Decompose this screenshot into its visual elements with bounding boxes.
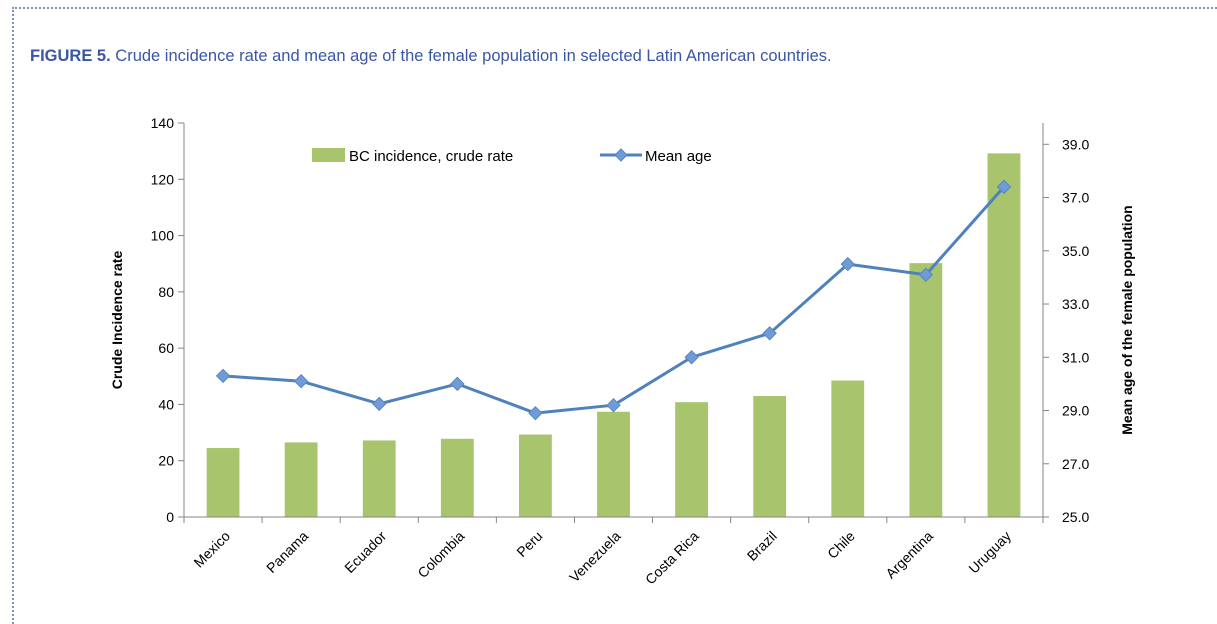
mean-age-point-costa-rica <box>684 350 699 365</box>
y2-tick-label: 25.0 <box>1062 509 1089 525</box>
x-tick-label: Peru <box>513 528 545 560</box>
x-tick-label: Brazil <box>744 528 780 564</box>
figure-label: FIGURE 5. <box>30 47 111 65</box>
y-tick-label: 100 <box>151 228 175 244</box>
bar-uruguay <box>987 153 1021 517</box>
x-tick-label: Chile <box>824 528 858 562</box>
mean-age-point-mexico <box>215 368 231 384</box>
y2-tick-label: 27.0 <box>1062 456 1089 472</box>
x-tick-label: Costa Rica <box>642 528 702 588</box>
x-tick-label: Ecuador <box>341 528 389 576</box>
legend-line-label: Mean age <box>645 148 712 165</box>
frame-left-border <box>12 7 14 624</box>
mean-age-point-peru <box>528 405 543 421</box>
mean-age-point-colombia <box>450 376 465 392</box>
bar-costa-rica <box>675 402 708 517</box>
y2-tick-label: 31.0 <box>1062 349 1089 365</box>
y2-tick-label: 29.0 <box>1062 403 1089 419</box>
bar-venezuela <box>597 411 630 517</box>
bar-argentina <box>909 263 943 517</box>
mean-age-point-ecuador <box>372 396 387 412</box>
y2-tick-label: 37.0 <box>1062 190 1089 206</box>
mean-age-point-brazil <box>762 326 777 341</box>
y-tick-label: 140 <box>151 115 175 131</box>
x-tick-label: Argentina <box>882 528 936 582</box>
bar-peru <box>519 434 552 517</box>
mean-age-point-argentina <box>918 267 934 282</box>
frame-top-border <box>12 7 1217 9</box>
figure-caption: FIGURE 5. Crude incidence rate and mean … <box>30 47 832 66</box>
y-tick-label: 20 <box>158 453 174 469</box>
mean-age-line <box>222 185 1006 415</box>
mean-age-point-venezuela <box>606 397 621 413</box>
legend-bar-swatch <box>312 148 345 162</box>
y2-tick-label: 39.0 <box>1062 136 1089 152</box>
y2-axis-title: Mean age of the female population <box>1119 205 1135 434</box>
y-axis-title: Crude Incidence rate <box>109 251 125 390</box>
y2-tick-label: 33.0 <box>1062 296 1089 312</box>
legend-bar-label: BC incidence, crude rate <box>349 148 513 165</box>
x-tick-label: Mexico <box>190 528 233 571</box>
y-tick-label: 80 <box>158 284 174 300</box>
bar-brazil <box>753 395 787 517</box>
legend-diamond-marker <box>614 148 628 162</box>
y-tick-label: 0 <box>166 509 174 525</box>
y2-tick-label: 35.0 <box>1062 243 1089 259</box>
y-tick-label: 40 <box>158 396 174 412</box>
legend: BC incidence, crude rate Mean age <box>312 148 712 165</box>
mean-age-point-uruguay <box>996 179 1012 195</box>
mean-age-point-panama <box>293 374 309 389</box>
bar-chile <box>831 380 865 517</box>
line-series-layer <box>215 179 1012 421</box>
bar-colombia <box>440 438 474 517</box>
mean-age-point-chile <box>840 256 855 272</box>
bar-panama <box>284 442 318 517</box>
x-tick-label: Panama <box>263 528 311 576</box>
x-tick-label: Colombia <box>414 528 467 581</box>
y-tick-label: 60 <box>158 340 174 356</box>
x-tick-label: Venezuela <box>566 528 624 586</box>
bar-ecuador <box>362 440 396 517</box>
bars-layer <box>206 153 1021 517</box>
x-tick-label: Uruguay <box>965 528 1014 577</box>
figure-caption-text: Crude incidence rate and mean age of the… <box>115 47 832 65</box>
axes-layer <box>183 123 1044 518</box>
bar-mexico <box>206 448 240 517</box>
y-tick-label: 120 <box>151 171 175 187</box>
